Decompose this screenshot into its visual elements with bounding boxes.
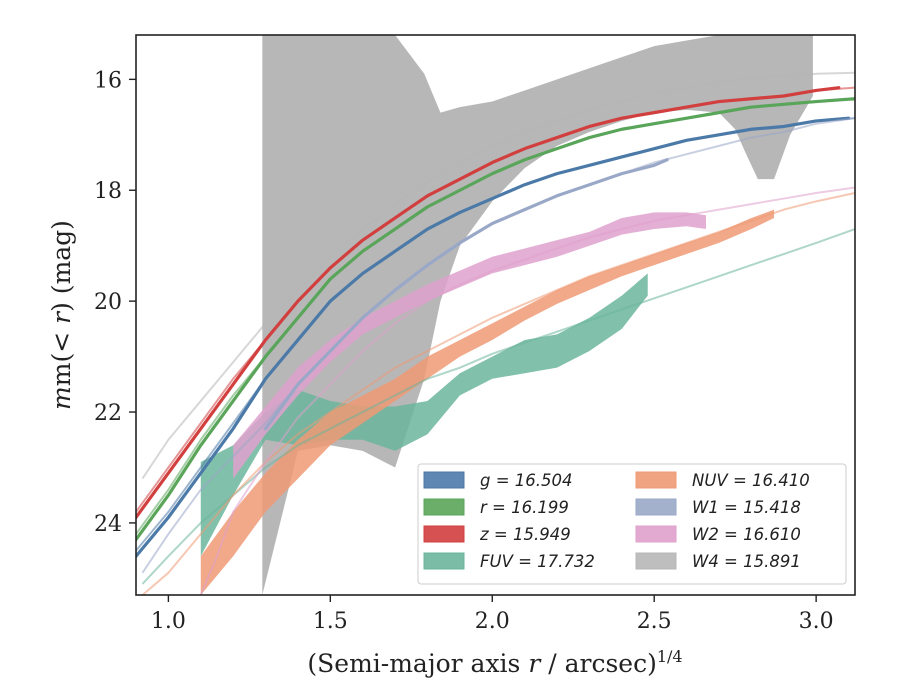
legend-swatch-r <box>423 498 465 516</box>
x-tick-label: 3.0 <box>799 609 834 634</box>
legend-label-nuv: NUV = 16.410 <box>692 471 810 490</box>
plot-frame <box>135 34 856 596</box>
band-w4 <box>262 35 813 595</box>
legend-label-z: z = 15.949 <box>479 525 571 544</box>
fit-line-r <box>136 97 855 535</box>
legend-label-r: r = 16.199 <box>480 498 569 517</box>
y-axis-ticks: 16 18 20 22 24 <box>94 68 136 537</box>
fit-line-w1 <box>141 117 855 574</box>
fit-line-w2 <box>199 186 855 595</box>
band-fuv <box>200 273 648 557</box>
fit-line-z <box>136 86 855 513</box>
x-axis-ticks: 1.0 1.5 2.0 2.5 3.0 <box>151 595 834 634</box>
fit-line-nuv <box>141 192 855 595</box>
fit-line-g <box>136 117 855 552</box>
band-w2 <box>233 212 707 479</box>
legend: g = 16.504 r = 16.199 z = 15.949 FUV = 17.7… <box>417 463 847 585</box>
y-tick-label: 16 <box>94 68 122 93</box>
x-tick-label: 2.0 <box>475 609 510 634</box>
legend-label-w1: W1 = 15.418 <box>692 498 801 517</box>
lines-layer <box>136 71 855 595</box>
legend-label-w4: W4 = 15.891 <box>692 552 801 571</box>
fit-line-w4 <box>141 71 855 480</box>
x-tick-label: 1.0 <box>151 609 186 634</box>
y-tick-label: 22 <box>94 401 122 426</box>
plot-area <box>136 35 855 595</box>
y-tick-label: 24 <box>94 512 122 537</box>
y-tick-label: 18 <box>94 179 122 204</box>
legend-swatch-w4 <box>635 552 677 570</box>
legend-swatch-g <box>423 471 465 489</box>
x-axis-label: (Semi-major axis r / arcsec)1/4 <box>307 647 682 678</box>
y-axis-label: mm(< r) (mag) <box>47 220 76 410</box>
legend-swatch-z <box>423 525 465 543</box>
legend-swatch-nuv <box>635 471 677 489</box>
legend-label-g: g = 16.504 <box>480 471 573 490</box>
legend-label-w2: W2 = 16.610 <box>692 525 801 544</box>
x-tick-label: 1.5 <box>313 609 348 634</box>
legend-label-fuv: FUV = 17.732 <box>480 552 595 571</box>
legend-box <box>417 463 847 585</box>
y-tick-label: 20 <box>94 290 122 315</box>
legend-swatch-fuv <box>423 552 465 570</box>
x-tick-label: 2.5 <box>637 609 672 634</box>
legend-swatch-w1 <box>635 498 677 516</box>
legend-swatch-w2 <box>635 525 677 543</box>
fit-line-fuv <box>141 228 855 585</box>
